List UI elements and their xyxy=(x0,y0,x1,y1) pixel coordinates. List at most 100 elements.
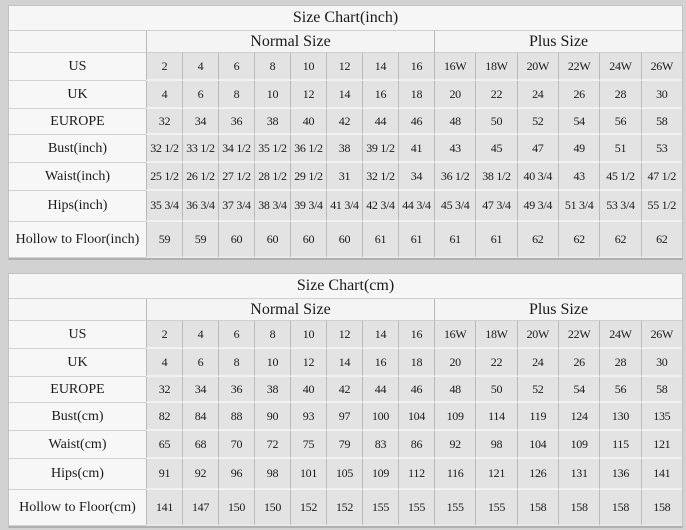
size-value-cell: 18 xyxy=(398,349,434,377)
size-value-cell: 58 xyxy=(640,109,682,135)
size-value-cell: 16W xyxy=(434,53,476,81)
size-value-cell: 10 xyxy=(254,81,290,109)
size-value-cell: 105 xyxy=(326,459,362,490)
size-value-cell: 44 xyxy=(362,109,398,135)
size-value-cell: 155 xyxy=(362,490,398,526)
size-value-cell: 48 xyxy=(434,377,476,403)
table-row: Hollow to Floor(inch) 59 59 60 60 60 60 61 61 61 6… xyxy=(9,222,682,258)
size-value-cell: 2 xyxy=(146,321,182,349)
size-value-cell: 116 xyxy=(434,459,476,490)
table-title: Size Chart(cm) xyxy=(9,274,682,299)
size-value-cell: 54 xyxy=(557,109,600,135)
size-value-cell: 22 xyxy=(475,81,517,109)
title-row: Size Chart(cm) xyxy=(9,274,682,299)
size-value-cell: 26W xyxy=(640,53,682,81)
size-value-cell: 104 xyxy=(398,403,434,431)
size-value-cell: 18W xyxy=(475,53,517,81)
size-value-cell: 91 xyxy=(146,459,182,490)
size-value-cell: 45 1/2 xyxy=(599,163,641,191)
size-value-cell: 33 1/2 xyxy=(182,135,218,163)
plus-size-header: Plus Size xyxy=(434,31,682,53)
size-value-cell: 40 xyxy=(290,109,326,135)
size-value-cell: 20W xyxy=(516,321,558,349)
size-value-cell: 25 1/2 xyxy=(146,163,182,191)
size-value-cell: 29 1/2 xyxy=(290,163,326,191)
size-value-cell: 88 xyxy=(218,403,254,431)
size-value-cell: 43 xyxy=(434,135,476,163)
size-value-cell: 109 xyxy=(362,459,398,490)
size-value-cell: 150 xyxy=(254,490,290,526)
row-label: UK xyxy=(9,81,146,109)
size-value-cell: 12 xyxy=(326,53,362,81)
size-value-cell: 35 3/4 xyxy=(146,191,182,222)
size-value-cell: 32 xyxy=(146,109,182,135)
size-value-cell: 36 1/2 xyxy=(434,163,476,191)
row-label: Hollow to Floor(cm) xyxy=(9,490,146,526)
size-value-cell: 36 xyxy=(218,109,254,135)
size-value-cell: 14 xyxy=(362,53,398,81)
size-value-cell: 10 xyxy=(254,349,290,377)
size-value-cell: 119 xyxy=(516,403,558,431)
size-value-cell: 61 xyxy=(475,222,517,258)
size-value-cell: 131 xyxy=(557,459,600,490)
size-value-cell: 6 xyxy=(182,81,218,109)
size-value-cell: 18 xyxy=(398,81,434,109)
size-value-cell: 86 xyxy=(398,431,434,459)
size-value-cell: 6 xyxy=(182,349,218,377)
size-value-cell: 10 xyxy=(290,321,326,349)
size-value-cell: 20 xyxy=(434,81,476,109)
size-value-cell: 22 xyxy=(475,349,517,377)
size-value-cell: 20 xyxy=(434,349,476,377)
size-value-cell: 136 xyxy=(599,459,641,490)
size-value-cell: 16 xyxy=(362,81,398,109)
size-value-cell: 8 xyxy=(254,53,290,81)
size-value-cell: 53 xyxy=(640,135,682,163)
size-value-cell: 60 xyxy=(218,222,254,258)
size-value-cell: 22W xyxy=(557,53,600,81)
size-value-cell: 16W xyxy=(434,321,476,349)
size-value-cell: 42 3/4 xyxy=(362,191,398,222)
size-value-cell: 14 xyxy=(326,349,362,377)
size-value-cell: 158 xyxy=(557,490,600,526)
size-value-cell: 158 xyxy=(640,490,682,526)
size-value-cell: 97 xyxy=(326,403,362,431)
size-value-cell: 47 xyxy=(516,135,558,163)
size-value-cell: 114 xyxy=(475,403,517,431)
row-label: Waist(inch) xyxy=(9,163,146,191)
size-value-cell: 40 3/4 xyxy=(516,163,558,191)
size-value-cell: 34 xyxy=(398,163,434,191)
size-value-cell: 39 3/4 xyxy=(290,191,326,222)
size-value-cell: 26 xyxy=(557,81,600,109)
size-value-cell: 83 xyxy=(362,431,398,459)
size-value-cell: 28 1/2 xyxy=(254,163,290,191)
size-value-cell: 58 xyxy=(640,377,682,403)
row-label: EUROPE xyxy=(9,377,146,403)
size-value-cell: 20W xyxy=(516,53,558,81)
table-row: Hips(cm) 91 92 96 98 101 105 109 112 116 121 126 131… xyxy=(9,459,682,490)
size-value-cell: 130 xyxy=(599,403,641,431)
table-title: Size Chart(inch) xyxy=(9,6,682,31)
size-value-cell: 40 xyxy=(290,377,326,403)
size-value-cell: 37 3/4 xyxy=(218,191,254,222)
size-value-cell: 147 xyxy=(182,490,218,526)
size-value-cell: 12 xyxy=(290,349,326,377)
size-value-cell: 61 xyxy=(398,222,434,258)
size-value-cell: 27 1/2 xyxy=(218,163,254,191)
size-value-cell: 62 xyxy=(516,222,558,258)
size-value-cell: 50 xyxy=(475,377,517,403)
table-row: Bust(inch) 32 1/2 33 1/2 34 1/2 35 1/2 36 1/2… xyxy=(9,135,682,163)
row-label: US xyxy=(9,321,146,349)
normal-size-header: Normal Size xyxy=(146,299,434,321)
row-label: Waist(cm) xyxy=(9,431,146,459)
size-value-cell: 92 xyxy=(182,459,218,490)
size-value-cell: 28 xyxy=(599,81,641,109)
size-value-cell: 68 xyxy=(182,431,218,459)
table-row: UK 4 6 8 10 12 14 16 18 20 22 24 26 28 30 xyxy=(9,349,682,377)
size-value-cell: 55 1/2 xyxy=(640,191,682,222)
size-value-cell: 22W xyxy=(557,321,600,349)
table-row: EUROPE 32 34 36 38 40 42 44 46 48 50 52 54 56 58 xyxy=(9,109,682,135)
size-value-cell: 47 1/2 xyxy=(640,163,682,191)
size-value-cell: 32 1/2 xyxy=(362,163,398,191)
size-value-cell: 59 xyxy=(182,222,218,258)
size-value-cell: 93 xyxy=(290,403,326,431)
